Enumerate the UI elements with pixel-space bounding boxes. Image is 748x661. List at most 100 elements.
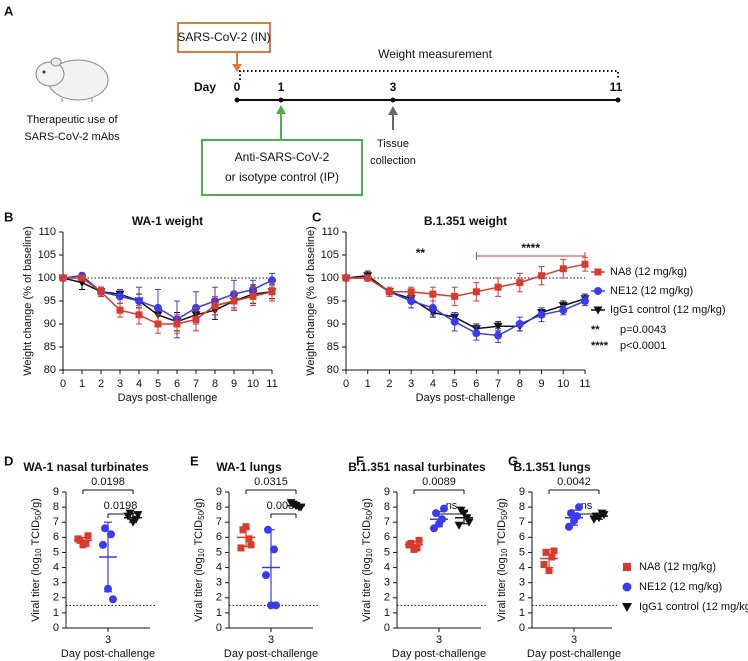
y-tick-label: 6 xyxy=(519,531,525,543)
y-tick-label: 9 xyxy=(384,486,390,498)
x-tick-label: 5 xyxy=(155,378,161,390)
y-axis-label-part: 10 xyxy=(365,548,374,557)
x-tick-label: 3 xyxy=(117,378,123,390)
x-tick-label: 1 xyxy=(79,378,85,390)
arrow-head xyxy=(388,106,398,115)
x-tick-label: 4 xyxy=(136,378,142,390)
x-tick-label: 1 xyxy=(365,378,371,390)
y-tick-label: 1 xyxy=(216,607,222,619)
chart-title: B.1.351 weight xyxy=(424,214,507,228)
note-symbol: ** xyxy=(591,324,600,336)
data-point xyxy=(211,302,219,310)
data-point xyxy=(407,297,416,305)
y-tick-label: 7 xyxy=(216,516,222,528)
y-axis-label-part: /g) xyxy=(361,498,373,511)
y-axis-label-part: 50 xyxy=(500,510,509,519)
bracket-label: ns xyxy=(581,500,593,512)
bracket-label: 0.0089 xyxy=(422,476,456,488)
data-point xyxy=(116,292,124,301)
timeline-dot xyxy=(278,97,284,103)
legend-label: NE12 (12 mg/kg) xyxy=(639,581,722,593)
data-point xyxy=(429,290,437,298)
x-tick-label: 2 xyxy=(386,378,392,390)
day: 3 xyxy=(390,80,397,94)
data-point xyxy=(515,320,524,328)
caption: Therapeutic use of xyxy=(26,114,118,126)
data-point xyxy=(173,320,181,328)
treatment-label: or isotype control (IP) xyxy=(225,170,339,184)
y-axis-label: Weight change (% of baseline) xyxy=(305,226,317,376)
data-point xyxy=(154,320,162,328)
y-tick-label: 90 xyxy=(327,318,339,330)
data-point xyxy=(242,523,250,531)
y-tick-label: 5 xyxy=(519,546,525,558)
x-tick-label: 11 xyxy=(266,378,277,390)
data-point xyxy=(272,601,280,610)
data-point xyxy=(109,595,117,604)
data-point xyxy=(559,306,568,315)
panel-label: C xyxy=(312,209,322,224)
y-tick-label: 2 xyxy=(53,592,59,604)
data-point xyxy=(192,315,200,323)
data-point xyxy=(581,260,589,268)
y-tick-label: 5 xyxy=(216,546,222,558)
y-tick-label: 85 xyxy=(44,341,56,353)
x-tick-label: 8 xyxy=(212,378,218,390)
y-tick-label: 0 xyxy=(216,622,222,634)
y-axis-label-part: Viral titer (log xyxy=(193,557,205,622)
x-tick-label: 3 xyxy=(571,634,577,646)
y-tick-label: 8 xyxy=(519,501,525,513)
collection-label: Tissue xyxy=(377,138,409,150)
legend-label: NE12 (12 mg/kg) xyxy=(610,285,693,297)
treatment-label: Anti-SARS-CoV-2 xyxy=(235,150,330,164)
y-tick-label: 95 xyxy=(327,295,339,307)
x-tick-label: 7 xyxy=(193,378,199,390)
y-tick-label: 3 xyxy=(519,577,525,589)
x-tick-label: 3 xyxy=(268,634,274,646)
data-point xyxy=(516,279,524,287)
y-axis-label-part: TCID xyxy=(496,520,508,549)
x-axis-label: Day post-challenge xyxy=(527,648,621,660)
day: 0 xyxy=(234,80,241,94)
y-axis-label-part: TCID xyxy=(361,520,373,549)
data-point xyxy=(286,499,296,508)
panel-label: D xyxy=(4,453,13,468)
y-axis-label-part: 50 xyxy=(197,510,206,519)
data-point xyxy=(97,288,105,296)
y-tick-label: 9 xyxy=(53,486,59,498)
x-tick-label: 4 xyxy=(430,378,436,390)
infection-box xyxy=(177,22,271,53)
data-point xyxy=(472,329,481,338)
data-point xyxy=(385,288,393,296)
y-tick-label: 9 xyxy=(519,486,525,498)
y-axis-label-part: 50 xyxy=(365,510,374,519)
y-tick-label: 2 xyxy=(519,592,525,604)
y-tick-label: 8 xyxy=(384,501,390,513)
arrow-head xyxy=(232,64,242,72)
x-tick-label: 8 xyxy=(517,378,523,390)
y-tick-label: 90 xyxy=(44,318,56,330)
data-point xyxy=(537,310,546,319)
data-point xyxy=(589,515,599,524)
y-tick-label: 7 xyxy=(384,516,390,528)
y-tick-label: 8 xyxy=(53,501,59,513)
data-point xyxy=(116,306,124,314)
data-point xyxy=(494,283,502,291)
collection-label: collection xyxy=(370,155,416,167)
data-point xyxy=(548,553,556,561)
y-tick-label: 1 xyxy=(519,607,525,619)
data-point xyxy=(154,303,162,312)
day: 1 xyxy=(278,80,285,94)
legend-marker xyxy=(622,582,632,592)
note-text: p<0.0001 xyxy=(620,340,666,352)
data-point xyxy=(135,311,143,319)
y-axis-label-part: 10 xyxy=(500,548,509,557)
data-point xyxy=(74,535,82,543)
bracket-label: 0.0042 xyxy=(557,476,591,488)
data-point xyxy=(450,317,459,326)
panel-label: E xyxy=(190,453,199,468)
data-point xyxy=(59,274,67,282)
data-point xyxy=(123,512,133,521)
data-point xyxy=(78,274,86,282)
x-tick-label: 0 xyxy=(343,378,349,390)
